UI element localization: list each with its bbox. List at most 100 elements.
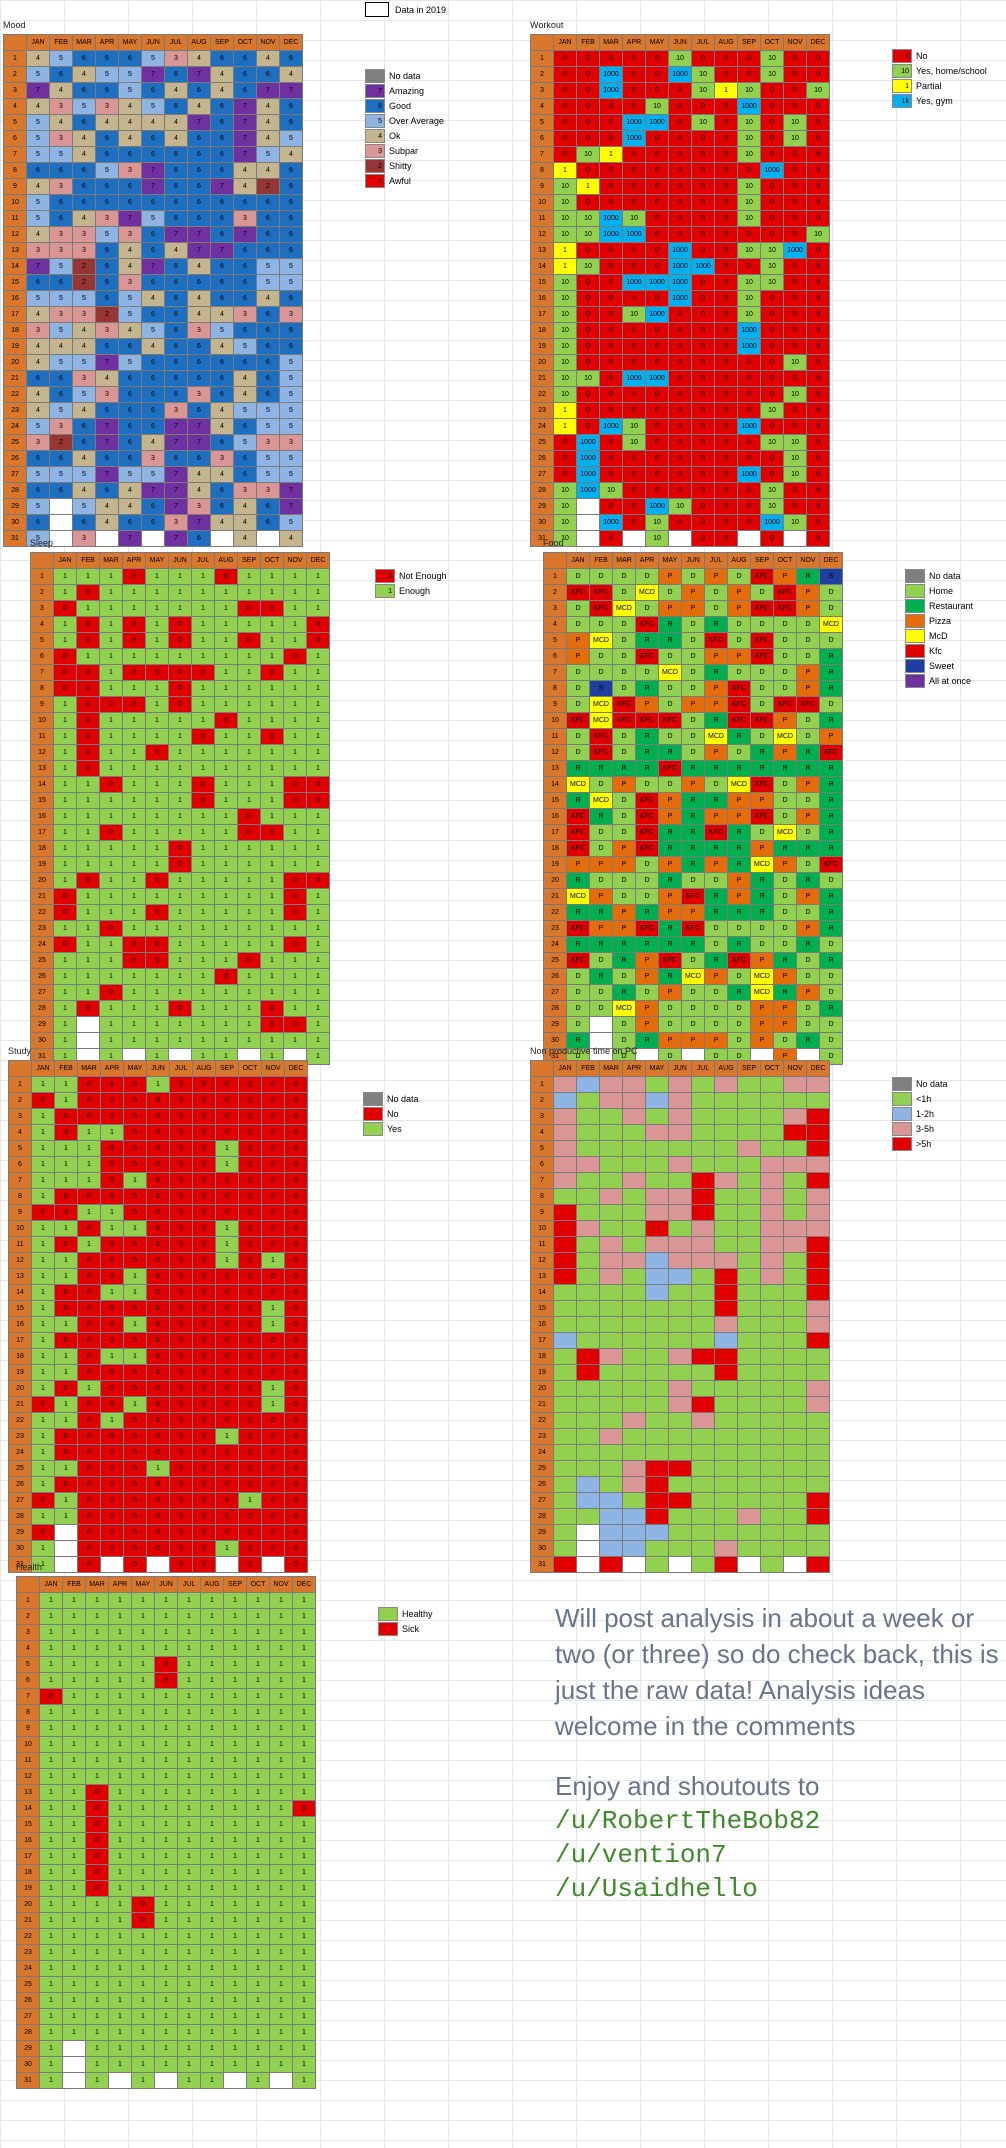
day-label: 15 xyxy=(531,275,553,290)
data-cell: 0 xyxy=(285,1333,307,1348)
data-cell: 10 xyxy=(784,451,806,466)
data-cell: 1 xyxy=(270,1801,292,1816)
data-cell: R xyxy=(728,825,750,840)
note-user-link[interactable]: /u/RobertTheBob82 xyxy=(555,1806,821,1836)
data-cell: 1 xyxy=(132,1961,154,1976)
data-cell: 0 xyxy=(78,1493,100,1508)
data-cell xyxy=(784,1301,806,1316)
day-label: 12 xyxy=(17,1769,39,1784)
note-user-link[interactable]: /u/Usaidhello xyxy=(555,1874,758,1904)
data-cell: 0 xyxy=(807,435,829,450)
data-cell: 1 xyxy=(307,1017,329,1032)
data-cell: 4 xyxy=(73,211,95,226)
data-cell: 1 xyxy=(77,969,99,984)
data-cell: 4 xyxy=(142,115,164,130)
data-cell: D xyxy=(567,617,589,632)
note-user-link[interactable]: /u/vention7 xyxy=(555,1840,727,1870)
data-cell: 1 xyxy=(146,889,168,904)
data-cell: 10 xyxy=(761,67,783,82)
data-cell: 0 xyxy=(784,419,806,434)
data-cell: 1 xyxy=(109,1929,131,1944)
data-cell xyxy=(577,1413,599,1428)
data-cell xyxy=(669,1141,691,1156)
data-cell xyxy=(761,1429,783,1444)
data-cell: 0 xyxy=(77,713,99,728)
data-cell: P xyxy=(659,569,681,584)
data-cell: KFC xyxy=(636,617,658,632)
data-cell: 1 xyxy=(100,649,122,664)
data-cell: 6 xyxy=(211,131,233,146)
data-cell: KFC xyxy=(728,953,750,968)
data-cell: 0 xyxy=(285,1317,307,1332)
data-cell: D xyxy=(751,665,773,680)
data-cell: 1 xyxy=(284,1001,306,1016)
data-cell: 1 xyxy=(55,1493,77,1508)
data-cell xyxy=(669,1269,691,1284)
corner-cell xyxy=(544,553,566,568)
data-cell: 1 xyxy=(77,953,99,968)
data-cell xyxy=(784,1493,806,1508)
data-cell: 3 xyxy=(257,435,279,450)
data-cell: 3 xyxy=(50,227,72,242)
empty-cell xyxy=(142,531,164,546)
data-cell: 1 xyxy=(109,1785,131,1800)
data-cell: P xyxy=(682,1033,704,1048)
data-cell: 1 xyxy=(262,1253,284,1268)
data-cell: 1 xyxy=(63,1993,85,2008)
day-label: 14 xyxy=(531,259,553,274)
legend-label: Partial xyxy=(916,80,942,91)
data-cell: 1 xyxy=(238,569,260,584)
data-cell xyxy=(784,1125,806,1140)
data-cell: R xyxy=(659,633,681,648)
day-label: 11 xyxy=(531,1237,553,1252)
data-cell: D xyxy=(797,1017,819,1032)
data-cell: 6 xyxy=(96,259,118,274)
data-cell: 0 xyxy=(715,451,737,466)
data-cell: 6 xyxy=(280,323,302,338)
data-cell: P xyxy=(567,857,589,872)
data-cell: 1 xyxy=(77,921,99,936)
data-cell: 1 xyxy=(224,1897,246,1912)
data-cell: 3 xyxy=(234,483,256,498)
data-cell: 1 xyxy=(201,1897,223,1912)
data-cell: 1 xyxy=(146,857,168,872)
data-cell: 0 xyxy=(170,1125,192,1140)
data-cell: 1 xyxy=(178,1913,200,1928)
data-cell: 0 xyxy=(124,1557,146,1572)
health-grid: JAN FEB MAR APR MAY JUN JUL AUG SEP OCT NOV DEC 1 1 1 1… xyxy=(16,1576,316,2089)
data-cell: 1 xyxy=(40,1609,62,1624)
day-label: 8 xyxy=(531,163,553,178)
data-cell: 0 xyxy=(807,67,829,82)
data-cell: KFC xyxy=(659,761,681,776)
data-cell: 1 xyxy=(100,713,122,728)
data-cell: 1 xyxy=(100,633,122,648)
data-cell: 0 xyxy=(600,339,622,354)
data-cell: 7 xyxy=(280,483,302,498)
data-cell: 0 xyxy=(261,729,283,744)
data-cell: D xyxy=(728,969,750,984)
data-cell: 1 xyxy=(109,1609,131,1624)
data-cell: 1 xyxy=(100,1033,122,1048)
day-label: 20 xyxy=(4,355,26,370)
data-cell: R xyxy=(751,761,773,776)
data-cell: 1 xyxy=(178,1849,200,1864)
data-cell: 0 xyxy=(646,339,668,354)
data-cell: 4 xyxy=(188,99,210,114)
data-cell: R xyxy=(590,809,612,824)
data-cell: 0 xyxy=(284,937,306,952)
data-cell: 6 xyxy=(211,259,233,274)
data-cell: 1 xyxy=(132,1705,154,1720)
data-cell xyxy=(646,1477,668,1492)
data-cell: 6 xyxy=(27,371,49,386)
data-cell xyxy=(646,1285,668,1300)
data-cell xyxy=(577,1173,599,1188)
data-cell: 10 xyxy=(669,499,691,514)
data-cell: 1 xyxy=(293,2009,315,2024)
data-cell: 5 xyxy=(73,387,95,402)
data-cell: 0 xyxy=(784,323,806,338)
data-cell: 0 xyxy=(100,985,122,1000)
data-cell xyxy=(600,1157,622,1172)
data-cell: 0 xyxy=(715,531,737,546)
data-cell: 6 xyxy=(257,243,279,258)
data-cell: 0 xyxy=(692,51,714,66)
